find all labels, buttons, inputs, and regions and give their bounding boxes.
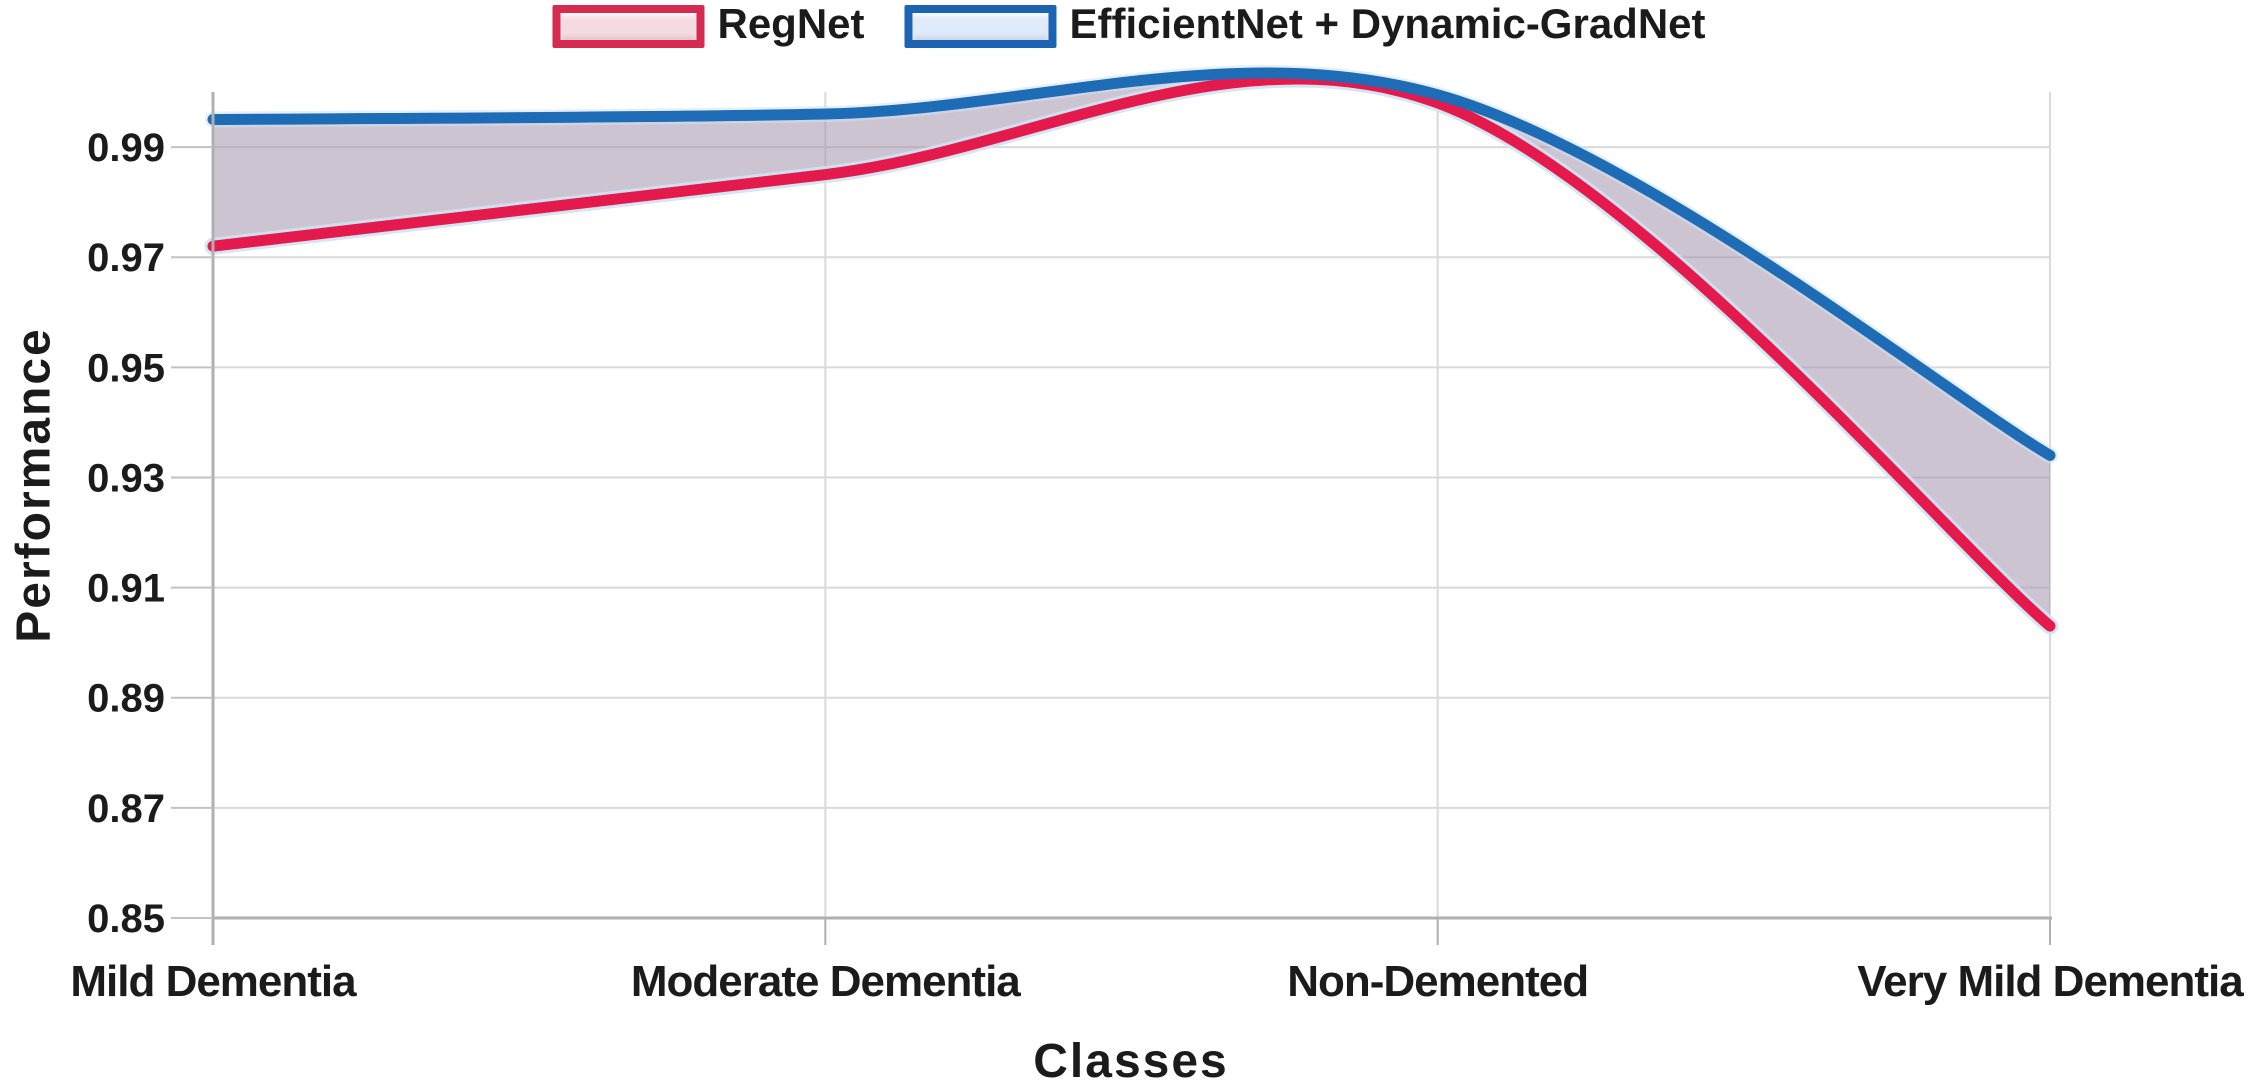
efficientnet-dynamic-gradnet-swatch bbox=[904, 4, 1057, 48]
x-category-label: Moderate Dementia bbox=[631, 957, 1021, 1006]
y-tick-label: 0.97 bbox=[87, 236, 165, 280]
regnet-line bbox=[207, 73, 2056, 632]
legend: RegNet EfficientNet + Dynamic-GradNet bbox=[552, 0, 1706, 50]
x-axis-title: Classes bbox=[1033, 1035, 1229, 1088]
legend-item-regnet: RegNet bbox=[552, 0, 865, 50]
y-tick-label: 0.99 bbox=[87, 126, 165, 170]
x-category-label: Non-Demented bbox=[1287, 957, 1588, 1006]
y-tick-label: 0.89 bbox=[87, 677, 165, 721]
efficientnet-dynamic-gradnet-legend-label: EfficientNet + Dynamic-GradNet bbox=[1069, 0, 1706, 47]
y-tick-label: 0.87 bbox=[87, 787, 165, 831]
difference-band bbox=[213, 73, 2050, 627]
y-tick-label: 0.85 bbox=[87, 897, 165, 941]
efficientnet-dynamic-gradnet-line bbox=[207, 67, 2056, 461]
legend-item-efficientnet-dynamic-gradnet: EfficientNet + Dynamic-GradNet bbox=[904, 0, 1706, 50]
y-tick-label: 0.95 bbox=[87, 346, 165, 390]
y-axis-title: Performance bbox=[7, 327, 61, 643]
regnet-swatch bbox=[552, 4, 705, 48]
y-tick-label: 0.93 bbox=[87, 456, 165, 500]
y-tick-label: 0.91 bbox=[87, 567, 165, 611]
regnet-legend-label: RegNet bbox=[717, 0, 865, 47]
x-category-label: Mild Dementia bbox=[70, 957, 357, 1006]
x-category-label: Very Mild Dementia bbox=[1857, 957, 2244, 1006]
